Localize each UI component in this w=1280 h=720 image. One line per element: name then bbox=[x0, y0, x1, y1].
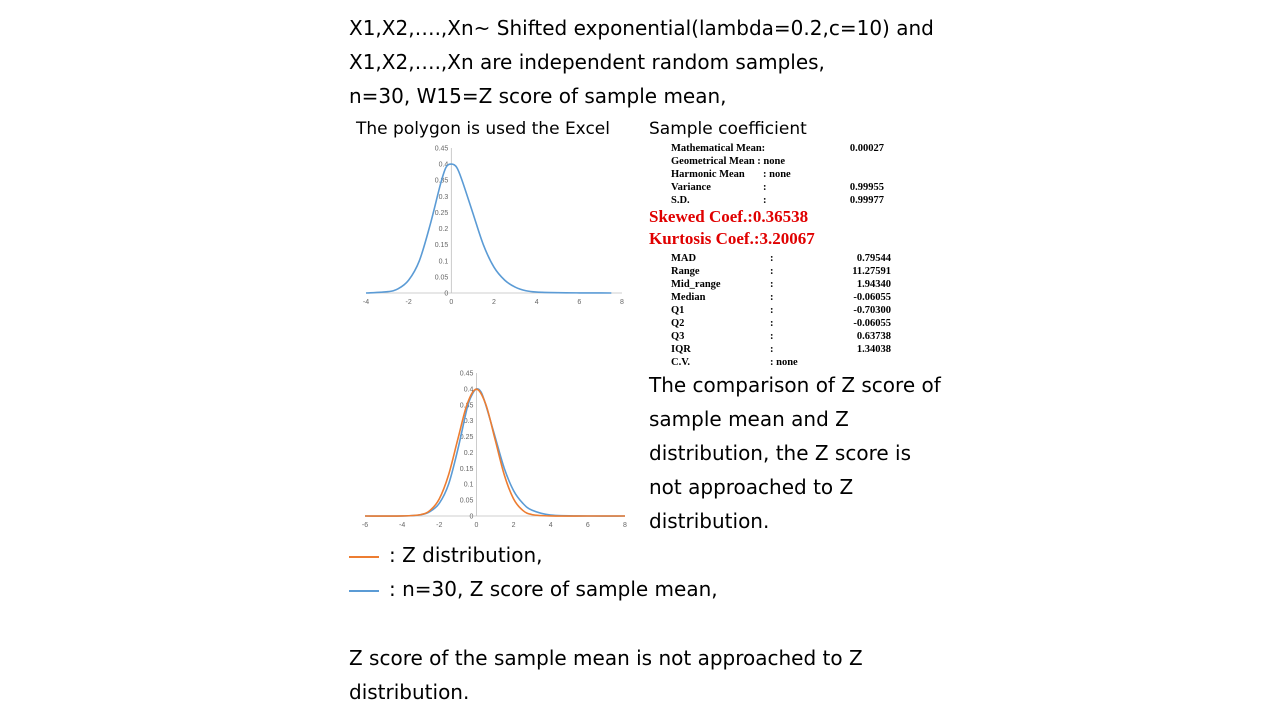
x-tick-label: -4 bbox=[399, 522, 405, 529]
stat-label: Q1 bbox=[671, 305, 685, 316]
x-tick-label: -2 bbox=[436, 522, 442, 529]
x-tick-label: 4 bbox=[549, 522, 553, 529]
legend-sample-text: : n=30, Z score of sample mean, bbox=[389, 577, 718, 601]
x-tick-label: 2 bbox=[492, 299, 496, 306]
x-tick-label: 4 bbox=[535, 299, 539, 306]
intro-line-1: X1,X2,….,Xn~ Shifted exponential(lambda=… bbox=[349, 16, 934, 40]
x-tick-label: 8 bbox=[620, 299, 624, 306]
x-tick-label: 2 bbox=[512, 522, 516, 529]
x-tick-label: 6 bbox=[586, 522, 590, 529]
stat-colon: : none bbox=[763, 169, 791, 180]
stat-value: 0.79544 bbox=[856, 253, 891, 264]
stat-colon: : bbox=[763, 182, 767, 193]
stat-value: -0.70300 bbox=[853, 305, 891, 316]
legend-z-text: : Z distribution, bbox=[389, 543, 543, 567]
stat-value: 0.99955 bbox=[849, 182, 884, 193]
skewed-coefficient: Skewed Coef.:0.36538 bbox=[649, 207, 809, 226]
x-tick-label: -4 bbox=[363, 299, 369, 306]
conclusion-line-2: distribution. bbox=[349, 680, 470, 704]
stat-colon: : bbox=[770, 279, 774, 290]
stat-colon: : bbox=[770, 266, 774, 277]
stat-label: MAD bbox=[671, 253, 697, 264]
sample-mean-polygon-chart: 00.050.10.150.20.250.30.350.40.45-4 -2 0 2 4… bbox=[363, 146, 624, 307]
stat-value: 1.34038 bbox=[856, 344, 891, 355]
x-tick-label: 6 bbox=[577, 299, 581, 306]
legend-z-distribution: : Z distribution, bbox=[349, 543, 543, 567]
comparison-line-4: not approached to Z bbox=[649, 475, 854, 499]
y-tick-label: 0.45 bbox=[460, 371, 474, 378]
y-tick-label: 0.3 bbox=[439, 194, 449, 201]
y-tick-label: 0.3 bbox=[464, 418, 474, 425]
stat-colon: : bbox=[770, 318, 774, 329]
stat-label: Mathematical Mean: bbox=[671, 143, 766, 154]
stat-label: Q2 bbox=[671, 318, 685, 329]
y-tick-label: 0.45 bbox=[435, 146, 449, 153]
stat-colon: : bbox=[770, 292, 774, 303]
stat-label: Harmonic Mean bbox=[671, 169, 745, 180]
y-tick-label: 0 bbox=[470, 514, 474, 521]
y-tick-label: 0.15 bbox=[435, 242, 449, 249]
intro-line-2: X1,X2,….,Xn are independent random sampl… bbox=[349, 50, 825, 74]
stat-colon: : bbox=[770, 331, 774, 342]
stat-label: Geometrical Mean : none bbox=[671, 156, 786, 167]
y-tick-label: 0.4 bbox=[464, 386, 474, 393]
y-tick-label: 0.25 bbox=[435, 210, 449, 217]
y-tick-label: 0.2 bbox=[464, 450, 474, 457]
stat-label: Median bbox=[671, 292, 706, 303]
series-line-0 bbox=[365, 163, 612, 294]
comparison-line-5: distribution. bbox=[649, 509, 770, 533]
x-tick-label: -6 bbox=[362, 522, 368, 529]
stat-label: Range bbox=[671, 266, 700, 277]
comparison-chart: 00.050.10.150.20.250.30.350.40.45-6 -4 -2 0… bbox=[362, 371, 627, 530]
legend-swatch-blue bbox=[349, 589, 379, 592]
stat-colon: : bbox=[763, 195, 767, 206]
stat-label: C.V. bbox=[671, 357, 691, 368]
conclusion-line-1: Z score of the sample mean is not approa… bbox=[349, 646, 863, 670]
stat-value: 0.99977 bbox=[849, 195, 884, 206]
legend-swatch-orange bbox=[349, 555, 379, 558]
intro-line-3: n=30, W15=Z score of sample mean, bbox=[349, 84, 727, 108]
coefficient-caption: Sample coefficient bbox=[649, 119, 807, 139]
polygon-caption: The polygon is used the Excel bbox=[356, 119, 610, 139]
stat-colon: : none bbox=[770, 357, 798, 368]
stat-value: 1.94340 bbox=[856, 279, 891, 290]
series-line-0 bbox=[364, 387, 626, 517]
y-tick-label: 0.1 bbox=[439, 258, 449, 265]
y-tick-label: 0.05 bbox=[460, 498, 474, 505]
x-tick-label: 0 bbox=[449, 299, 453, 306]
y-tick-label: 0.4 bbox=[439, 162, 449, 169]
y-tick-label: 0.15 bbox=[460, 466, 474, 473]
series-line-1 bbox=[364, 388, 626, 517]
stat-label: Q3 bbox=[671, 331, 685, 342]
x-tick-label: 0 bbox=[474, 522, 478, 529]
y-tick-label: 0.25 bbox=[460, 434, 474, 441]
stat-value: 0.00027 bbox=[849, 143, 884, 154]
stat-value: -0.06055 bbox=[853, 292, 891, 303]
stat-label: IQR bbox=[671, 344, 691, 355]
y-tick-label: 0.05 bbox=[435, 274, 449, 281]
y-tick-label: 0.1 bbox=[464, 482, 474, 489]
stat-label: Variance bbox=[671, 182, 711, 193]
comparison-line-1: The comparison of Z score of bbox=[649, 373, 941, 397]
x-tick-label: 8 bbox=[623, 522, 627, 529]
legend-sample-mean: : n=30, Z score of sample mean, bbox=[349, 577, 718, 601]
stat-value: -0.06055 bbox=[853, 318, 891, 329]
comparison-line-3: distribution, the Z score is bbox=[649, 441, 912, 465]
comparison-line-2: sample mean and Z bbox=[649, 407, 849, 431]
stat-colon: : bbox=[770, 344, 774, 355]
y-tick-label: 0.2 bbox=[439, 226, 449, 233]
y-tick-label: 0 bbox=[444, 291, 448, 298]
kurtosis-coefficient: Kurtosis Coef.:3.20067 bbox=[649, 229, 815, 248]
stat-colon: : bbox=[770, 253, 774, 264]
stat-colon: : bbox=[770, 305, 774, 316]
stat-value: 11.27591 bbox=[852, 266, 891, 277]
stat-label: S.D. bbox=[671, 195, 690, 206]
x-tick-label: -2 bbox=[406, 299, 412, 306]
stat-value: 0.63738 bbox=[856, 331, 891, 342]
stat-label: Mid_range bbox=[671, 279, 721, 290]
